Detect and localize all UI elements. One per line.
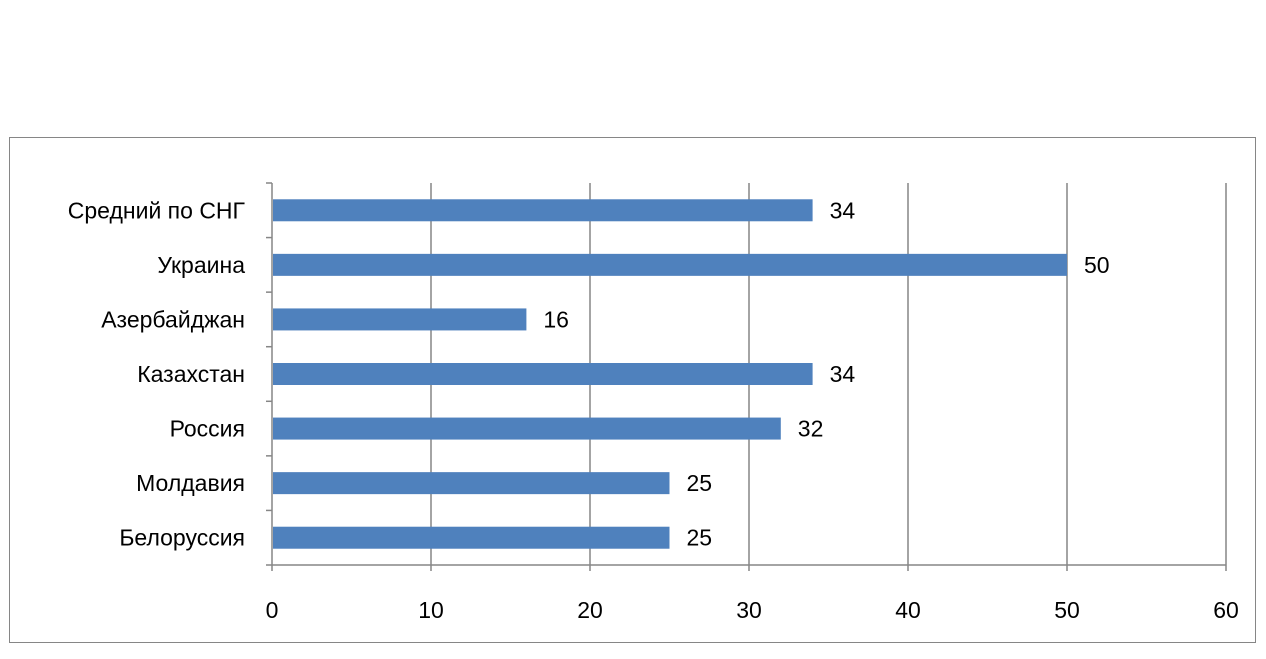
bar-5 — [273, 472, 670, 495]
bar-0 — [273, 199, 813, 222]
bars — [273, 199, 1067, 549]
x-tick-label-20: 20 — [577, 597, 603, 623]
x-tick-label-10: 10 — [418, 597, 444, 623]
data-label-6: 25 — [687, 525, 713, 551]
bar-3 — [273, 363, 813, 385]
category-label-3: Казахстан — [137, 361, 245, 387]
category-label-1: Украина — [157, 252, 245, 278]
bar-4 — [273, 417, 781, 440]
gridlines — [430, 183, 1227, 565]
data-label-0: 34 — [830, 197, 856, 223]
labels: 0 10 20 30 40 50 60 Средний по СНГ 34 Украина 50 Аз… — [68, 197, 1239, 623]
bar-2 — [273, 308, 527, 331]
category-label-6: Белоруссия — [119, 525, 245, 551]
data-label-2: 16 — [543, 306, 569, 332]
category-label-5: Молдавия — [136, 470, 245, 496]
x-tick-label-60: 60 — [1213, 597, 1239, 623]
data-label-4: 32 — [798, 416, 824, 442]
x-tick-label-50: 50 — [1054, 597, 1080, 623]
chart-frame — [9, 137, 1256, 643]
bar-1 — [273, 253, 1067, 276]
data-label-1: 50 — [1084, 252, 1110, 278]
data-label-5: 25 — [687, 470, 713, 496]
x-tick-label-30: 30 — [736, 597, 762, 623]
bar-6 — [273, 526, 670, 549]
axes — [266, 182, 1227, 571]
category-label-4: Россия — [170, 416, 245, 442]
x-tick-label-40: 40 — [895, 597, 921, 623]
x-tick-label-0: 0 — [266, 597, 279, 623]
category-label-0: Средний по СНГ — [68, 197, 246, 223]
category-label-2: Азербайджан — [101, 306, 245, 332]
data-label-3: 34 — [830, 361, 856, 387]
